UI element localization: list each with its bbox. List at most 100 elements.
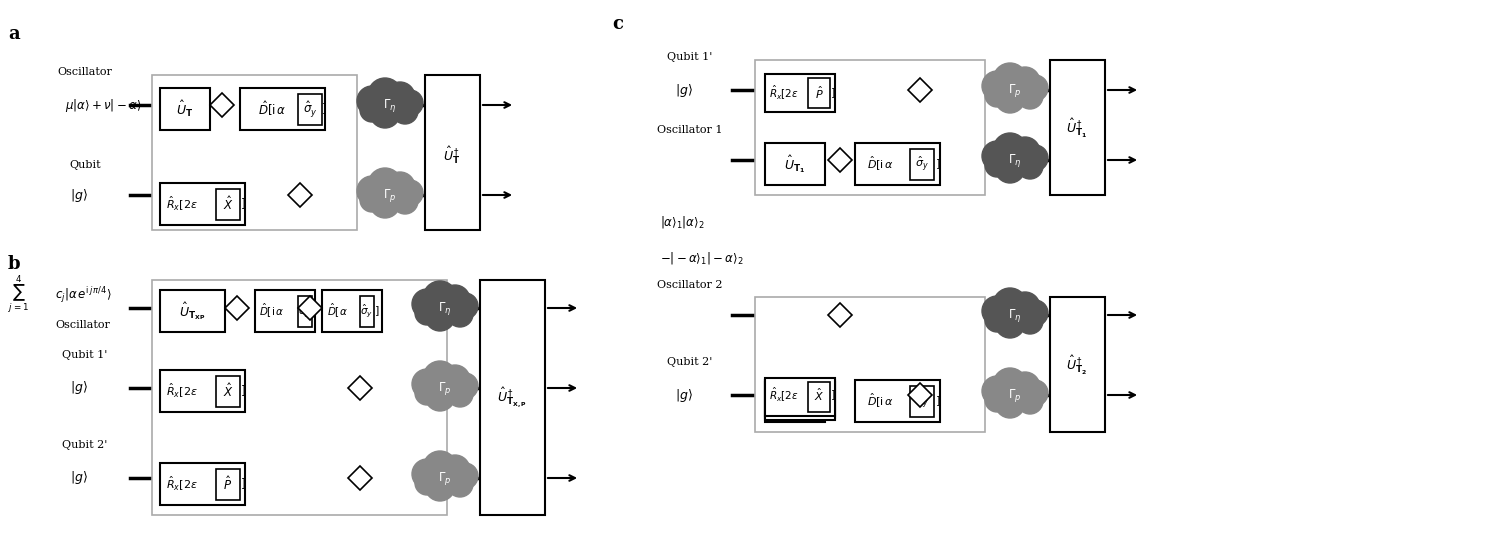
Text: $]$: $]$ — [240, 384, 246, 399]
Circle shape — [424, 471, 454, 501]
Circle shape — [368, 78, 402, 112]
Circle shape — [370, 98, 400, 128]
FancyBboxPatch shape — [808, 382, 830, 412]
Circle shape — [993, 368, 1028, 402]
Circle shape — [424, 301, 454, 331]
Circle shape — [1022, 75, 1048, 101]
Circle shape — [994, 153, 1024, 183]
Polygon shape — [298, 296, 322, 320]
FancyBboxPatch shape — [765, 74, 836, 112]
Text: $\Gamma_p$: $\Gamma_p$ — [438, 380, 452, 396]
Circle shape — [452, 463, 478, 489]
Text: $]$: $]$ — [936, 394, 940, 408]
Polygon shape — [348, 376, 372, 400]
Text: $\hat{U}_{\mathbf{T_1}}^\dagger$: $\hat{U}_{\mathbf{T_1}}^\dagger$ — [1066, 116, 1088, 139]
Text: $\hat{R}_x[2\epsilon$: $\hat{R}_x[2\epsilon$ — [770, 84, 800, 102]
Text: $\hat{X}$: $\hat{X}$ — [815, 392, 824, 408]
Circle shape — [392, 188, 418, 214]
Text: $\hat{\sigma}_y$: $\hat{\sigma}_y$ — [915, 155, 928, 174]
Text: $]$: $]$ — [321, 101, 327, 116]
Text: $c_j|\alpha\, e^{\mathrm{i}\,j\,\pi/4}\rangle$: $c_j|\alpha\, e^{\mathrm{i}\,j\,\pi/4}\r… — [56, 285, 111, 305]
Text: $|\alpha\rangle_1|\alpha\rangle_2$: $|\alpha\rangle_1|\alpha\rangle_2$ — [660, 214, 705, 230]
Text: $|g\rangle$: $|g\rangle$ — [70, 186, 88, 203]
Text: $\hat{U}_{\mathbf{T_{X,P}}}^\dagger$: $\hat{U}_{\mathbf{T_{X,P}}}^\dagger$ — [496, 386, 526, 410]
Circle shape — [368, 168, 402, 202]
Text: Oscillator: Oscillator — [57, 67, 112, 77]
Circle shape — [994, 388, 1024, 418]
FancyBboxPatch shape — [160, 88, 210, 130]
Text: $\hat{U}_{\mathbf{T_1}}$: $\hat{U}_{\mathbf{T_1}}$ — [784, 153, 806, 175]
FancyBboxPatch shape — [216, 376, 240, 407]
Circle shape — [1017, 83, 1042, 109]
Text: $\hat{U}_{\mathbf{T_{XP}}}$: $\hat{U}_{\mathbf{T_{XP}}}$ — [178, 300, 206, 322]
Circle shape — [398, 90, 423, 116]
Circle shape — [423, 281, 458, 315]
Text: $\hat{\sigma}_y$: $\hat{\sigma}_y$ — [360, 302, 374, 319]
Text: Oscillator 2: Oscillator 2 — [657, 280, 723, 290]
Circle shape — [416, 471, 440, 495]
FancyBboxPatch shape — [765, 382, 836, 420]
Polygon shape — [908, 78, 932, 102]
Circle shape — [357, 176, 387, 206]
Text: $\hat{P}$: $\hat{P}$ — [224, 475, 232, 493]
Text: $\Gamma_\eta$: $\Gamma_\eta$ — [1008, 306, 1022, 324]
FancyBboxPatch shape — [216, 189, 240, 220]
FancyBboxPatch shape — [360, 296, 374, 327]
Text: $\Gamma_p$: $\Gamma_p$ — [1008, 386, 1022, 404]
FancyBboxPatch shape — [480, 280, 544, 515]
Circle shape — [386, 82, 416, 112]
Circle shape — [1010, 292, 1040, 322]
Text: $\mu|\alpha\rangle+\nu|-\alpha\rangle$: $\mu|\alpha\rangle+\nu|-\alpha\rangle$ — [64, 96, 141, 114]
Circle shape — [386, 172, 416, 202]
Circle shape — [398, 180, 423, 206]
Text: $\hat{D}[\mathrm{i}\,\alpha$: $\hat{D}[\mathrm{i}\,\alpha$ — [867, 155, 894, 173]
FancyBboxPatch shape — [160, 290, 225, 332]
Text: $\hat{U}_{\mathbf{T}}$: $\hat{U}_{\mathbf{T}}$ — [177, 99, 194, 119]
Circle shape — [1010, 372, 1040, 402]
Polygon shape — [348, 466, 372, 490]
Text: $\hat{U}_{\mathbf{T}}^\dagger$: $\hat{U}_{\mathbf{T}}^\dagger$ — [444, 144, 460, 166]
Circle shape — [1022, 380, 1048, 406]
Text: $\Gamma_p$: $\Gamma_p$ — [382, 186, 398, 203]
Circle shape — [413, 289, 442, 319]
Text: $]$: $]$ — [375, 304, 380, 318]
Circle shape — [360, 98, 384, 122]
FancyBboxPatch shape — [298, 296, 312, 327]
Circle shape — [1010, 67, 1040, 97]
Text: $|g\rangle$: $|g\rangle$ — [675, 82, 693, 99]
FancyBboxPatch shape — [160, 183, 244, 225]
Circle shape — [423, 451, 458, 485]
FancyBboxPatch shape — [765, 380, 836, 418]
Text: $\hat{\sigma}_y$: $\hat{\sigma}_y$ — [915, 391, 928, 410]
Text: $\hat{X}$: $\hat{X}$ — [815, 387, 824, 403]
Text: $\hat{X}$: $\hat{X}$ — [222, 382, 234, 400]
Text: $\hat{D}[\mathrm{i}\,\alpha$: $\hat{D}[\mathrm{i}\,\alpha$ — [867, 392, 894, 410]
Polygon shape — [828, 303, 852, 327]
Text: $\hat{R}_x[2\epsilon$: $\hat{R}_x[2\epsilon$ — [166, 475, 198, 493]
Text: $\hat{P}$: $\hat{P}$ — [815, 85, 824, 101]
Circle shape — [416, 301, 440, 325]
Circle shape — [986, 308, 1010, 332]
Text: $]$: $]$ — [831, 86, 836, 100]
Circle shape — [424, 381, 454, 411]
Text: $\hat{R}_x[2\epsilon$: $\hat{R}_x[2\epsilon$ — [770, 386, 800, 404]
Circle shape — [986, 388, 1010, 412]
Circle shape — [1010, 137, 1040, 167]
Circle shape — [982, 141, 1012, 171]
Text: Oscillator: Oscillator — [56, 320, 110, 330]
Circle shape — [413, 459, 442, 489]
Text: $]$: $]$ — [240, 197, 246, 212]
FancyBboxPatch shape — [160, 463, 244, 505]
Text: Qubit 2': Qubit 2' — [63, 440, 108, 450]
Text: $\Gamma_p$: $\Gamma_p$ — [1008, 82, 1022, 99]
Text: $\hat{U}_{\mathbf{T_2}}$: $\hat{U}_{\mathbf{T_2}}$ — [784, 390, 806, 412]
FancyBboxPatch shape — [255, 290, 315, 332]
FancyBboxPatch shape — [424, 75, 480, 230]
Text: $|g\rangle$: $|g\rangle$ — [70, 380, 88, 396]
Text: Qubit 2': Qubit 2' — [668, 357, 712, 367]
FancyBboxPatch shape — [322, 290, 382, 332]
Circle shape — [1017, 388, 1042, 414]
Circle shape — [447, 381, 472, 407]
Circle shape — [447, 471, 472, 497]
Circle shape — [423, 361, 458, 395]
